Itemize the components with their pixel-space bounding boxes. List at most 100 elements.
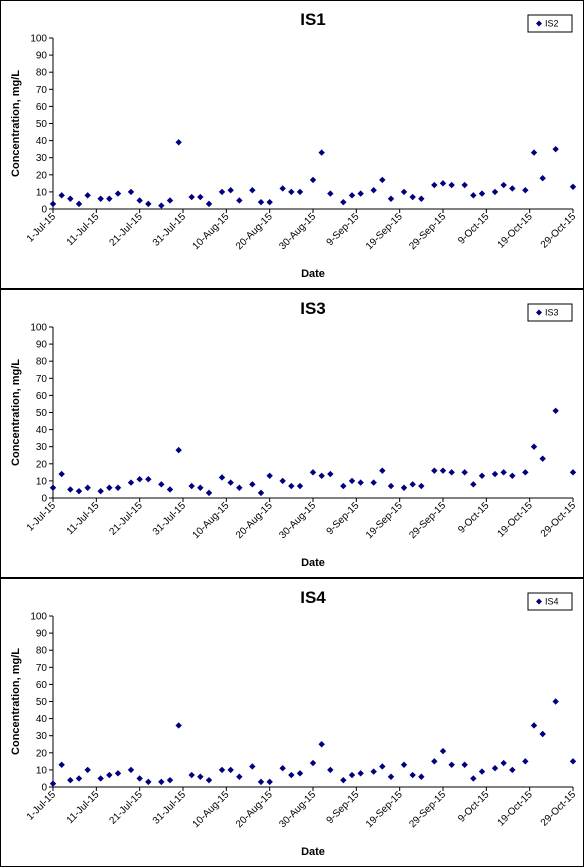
y-tick-label: 60: [36, 391, 48, 402]
data-point: [478, 190, 486, 197]
x-axis-label: Date: [301, 557, 325, 569]
data-point: [400, 188, 408, 196]
legend: IS2: [527, 14, 573, 33]
data-point: [470, 775, 477, 782]
data-point: [296, 482, 304, 490]
x-tick-label: 29-Oct-15: [539, 500, 579, 540]
data-point: [379, 176, 386, 184]
x-axis-label: Date: [301, 846, 325, 858]
data-point: [106, 771, 113, 779]
data-point: [84, 192, 91, 199]
data-point: [439, 180, 447, 187]
y-tick-label: 10: [36, 187, 48, 198]
data-point: [127, 188, 135, 196]
data-point: [530, 443, 538, 450]
legend-label: IS3: [545, 308, 559, 318]
data-point: [509, 472, 516, 479]
data-point: [218, 188, 226, 196]
chart-panel-2: IS3 0 10 20 30 40 50 60 70 80 90 100 1-Jul-15 11-Jul-…: [0, 289, 584, 578]
data-point: [145, 778, 152, 786]
x-tick-label: 29-Oct-15: [539, 789, 579, 829]
data-point: [348, 771, 356, 779]
data-point: [387, 773, 395, 780]
y-tick-label: 50: [36, 119, 48, 130]
data-point: [500, 469, 507, 476]
data-point: [236, 197, 243, 204]
data-point: [114, 484, 122, 491]
data-point: [166, 197, 174, 204]
data-point: [97, 487, 104, 495]
data-point: [431, 467, 438, 474]
x-tick-label: 31-Jul-15: [151, 211, 189, 249]
x-tick-label: 21-Jul-15: [108, 211, 146, 249]
y-tick-label: 20: [36, 748, 48, 759]
data-point: [418, 773, 425, 780]
x-tick-label: 19-Sep-15: [364, 500, 405, 541]
data-point: [539, 730, 546, 738]
data-point: [539, 175, 546, 182]
x-tick-label: 9-Oct-15: [456, 789, 492, 825]
data-point: [84, 766, 91, 774]
data-point: [145, 200, 152, 208]
x-tick-label: 31-Jul-15: [151, 500, 189, 538]
y-tick-label: 10: [36, 476, 48, 487]
data-point: [175, 722, 182, 729]
data-point: [288, 188, 295, 196]
y-tick-label: 90: [36, 340, 48, 351]
data-point: [439, 747, 447, 755]
y-tick-label: 100: [30, 323, 47, 334]
x-tick-label: 11-Jul-15: [65, 211, 102, 248]
data-point: [552, 145, 559, 153]
data-point: [357, 190, 364, 197]
data-point: [257, 778, 265, 786]
data-point: [279, 477, 286, 485]
data-point: [205, 776, 213, 784]
data-point: [448, 469, 455, 476]
data-point: [58, 192, 65, 199]
data-point: [500, 759, 507, 767]
data-point: [49, 484, 57, 491]
data-point: [136, 197, 143, 204]
data-point: [227, 186, 234, 194]
data-point: [431, 758, 438, 765]
data-point: [205, 200, 213, 208]
data-point: [158, 202, 165, 209]
x-tick-label: 20-Aug-15: [234, 789, 275, 830]
data-point: [136, 475, 143, 483]
x-tick-label: 1-Jul-15: [25, 500, 59, 534]
data-point: [166, 486, 174, 493]
data-point: [188, 193, 195, 201]
data-point: [175, 139, 182, 146]
y-tick-label: 80: [36, 68, 48, 79]
data-point: [309, 469, 317, 476]
data-point: [327, 190, 334, 197]
data-point: [387, 482, 395, 490]
data-point: [84, 484, 91, 491]
data-point: [400, 484, 408, 491]
y-tick-label: 100: [30, 34, 47, 45]
data-point: [431, 181, 438, 189]
data-point: [409, 771, 416, 779]
x-tick-label: 11-Jul-15: [65, 789, 102, 826]
y-tick-label: 100: [30, 612, 47, 623]
data-point: [340, 198, 347, 206]
data-point: [249, 481, 256, 488]
data-point: [97, 775, 104, 782]
data-point: [448, 181, 455, 189]
y-tick-label: 30: [36, 731, 48, 742]
x-tick-label: 19-Oct-15: [496, 789, 536, 829]
legend-box: [527, 592, 573, 611]
y-tick-label: 20: [36, 170, 48, 181]
data-point: [218, 766, 226, 774]
y-tick-label: 40: [36, 136, 48, 147]
data-point: [266, 472, 273, 479]
data-point: [318, 741, 325, 748]
chart-svg: IS3 0 10 20 30 40 50 60 70 80 90 100 1-Jul-15 11-Jul-…: [10, 299, 579, 569]
data-point: [400, 761, 408, 768]
data-point: [418, 195, 425, 202]
y-axis-label: Concentration, mg/L: [10, 70, 22, 177]
y-tick-label: 40: [36, 714, 48, 725]
legend-marker: [536, 598, 542, 605]
data-point: [461, 761, 468, 768]
chart-title: IS3: [300, 299, 326, 318]
